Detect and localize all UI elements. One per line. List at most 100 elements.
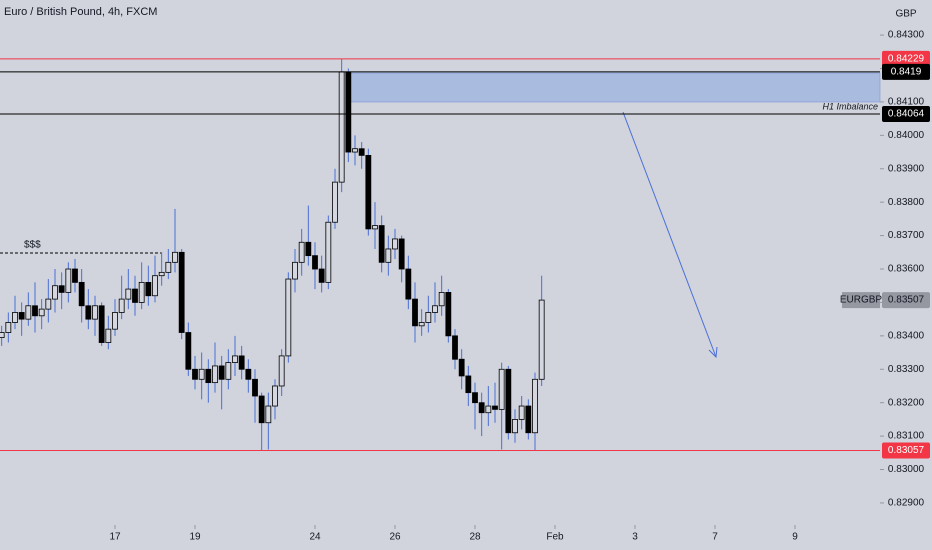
candle-body (352, 148, 358, 153)
candle-body (472, 392, 478, 404)
level-label: 0.8419 (891, 66, 922, 77)
candle-body (52, 285, 58, 300)
candle-body (278, 355, 285, 387)
candle-body (78, 281, 85, 307)
candle-body (85, 305, 92, 320)
candle-body (225, 362, 232, 380)
candle-body (125, 288, 132, 300)
candle-body (492, 405, 498, 410)
x-tick-label: 28 (469, 532, 481, 543)
candle-body (72, 268, 78, 283)
candle-body (332, 181, 338, 223)
level-label: 0.84229 (888, 53, 925, 64)
y-tick-label: 0.84000 (888, 130, 925, 141)
candle-body (65, 268, 72, 293)
candle-body (358, 148, 365, 156)
candle-body (338, 71, 345, 183)
candle-body (32, 305, 38, 317)
x-tick-label: 24 (309, 532, 321, 543)
y-tick-label: 0.83800 (888, 197, 925, 208)
symbol-label: EURGBP (840, 295, 883, 306)
y-tick-label: 0.83900 (888, 163, 925, 174)
candle-body (432, 305, 438, 313)
candle-body (378, 225, 385, 263)
candle-body (158, 271, 165, 277)
candle-body (0, 332, 5, 338)
candle-body (118, 298, 125, 313)
x-tick-label: Feb (546, 532, 564, 543)
candle-body (18, 312, 25, 320)
candle-body (458, 358, 465, 377)
candle-body (405, 268, 412, 300)
imbalance-zone (349, 72, 881, 103)
candle-body (38, 308, 45, 317)
last-price-tag (882, 292, 930, 309)
x-tick-label: 17 (109, 532, 121, 543)
candle-body (98, 305, 105, 343)
candle-body (538, 299, 545, 380)
candle-body (138, 281, 145, 303)
candle-body (272, 385, 278, 407)
level-tag (882, 105, 930, 122)
candle-body (185, 332, 192, 370)
candle-body (325, 221, 332, 283)
candle-body (92, 305, 98, 320)
candle-body (132, 288, 138, 303)
candle-body (485, 405, 492, 414)
arrow-head (708, 346, 718, 359)
chart-title: Euro / British Pound, 4h, FXCM (4, 6, 157, 18)
candle-body (145, 281, 152, 297)
y-tick-label: 0.83100 (888, 431, 925, 442)
candle-body (212, 365, 218, 384)
imbalance-label: H1 Imbalance (822, 101, 878, 111)
candle-body (418, 322, 425, 327)
candle-body (452, 335, 458, 360)
candle-body (245, 368, 252, 380)
y-tick-label: 0.83700 (888, 230, 925, 241)
candle-body (105, 328, 112, 343)
x-tick-label: 9 (792, 532, 798, 543)
y-tick-label: 0.83400 (888, 330, 925, 341)
candle-body (112, 312, 118, 330)
candle-body (178, 251, 185, 333)
candle-body (298, 241, 305, 263)
candle-body (198, 368, 205, 380)
x-tick-label: 26 (389, 532, 401, 543)
candle-body (25, 305, 32, 320)
candle-body (525, 405, 532, 434)
candle-body (505, 368, 512, 434)
candle-body (372, 225, 378, 230)
candle-body (318, 268, 325, 283)
y-tick-label: 0.84100 (888, 97, 925, 108)
level-label: 0.83057 (888, 445, 925, 456)
y-tick-label: 0.83200 (888, 397, 925, 408)
candle-body (232, 355, 238, 363)
candle-body (438, 292, 445, 307)
level-tag (882, 50, 930, 67)
candle-body (5, 322, 12, 333)
candle-body (172, 251, 178, 263)
candle-body (58, 285, 65, 293)
candle-body (512, 418, 518, 434)
candle-body (192, 368, 198, 380)
candle-body (285, 278, 292, 357)
candle-body (445, 292, 452, 337)
candle-body (252, 378, 258, 397)
last-price-label: 0.83507 (888, 295, 925, 306)
x-tick-label: 19 (189, 532, 201, 543)
candle-body (478, 402, 485, 414)
y-tick-label: 0.83600 (888, 264, 925, 275)
candle-body (45, 298, 52, 310)
candle-body (12, 312, 18, 323)
candle-body (532, 378, 538, 434)
projection-arrow (622, 111, 717, 358)
candle-body (205, 368, 212, 384)
candle-body (165, 261, 172, 273)
currency-label: GBP (895, 9, 916, 20)
x-tick-label: 7 (712, 532, 718, 543)
level-tag (882, 442, 930, 459)
candle-body (312, 255, 318, 270)
candle-body (218, 365, 225, 380)
candle-body (152, 275, 158, 297)
candle-body (238, 355, 245, 370)
